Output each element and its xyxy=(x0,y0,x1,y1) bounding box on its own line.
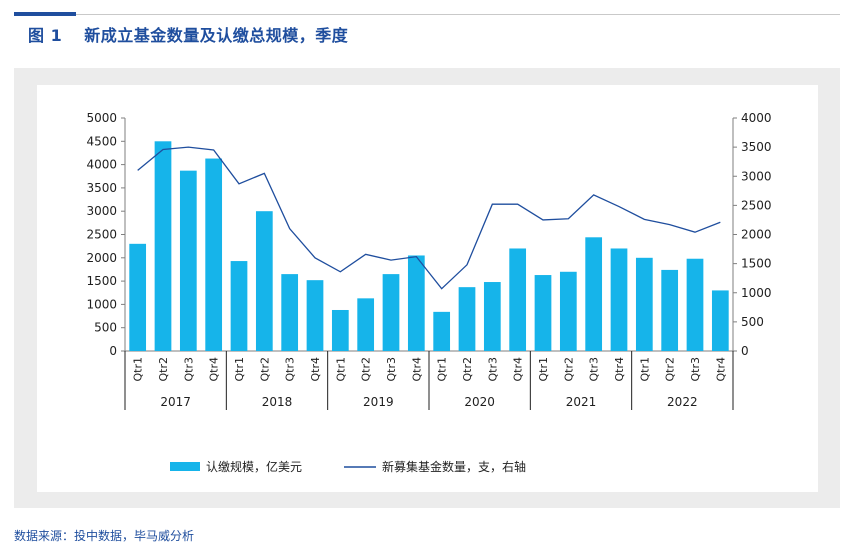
right-axis-tick-label: 1000 xyxy=(741,286,772,300)
bar xyxy=(129,243,147,351)
bar xyxy=(179,170,197,351)
bar-series xyxy=(129,141,729,351)
bar xyxy=(635,257,653,351)
left-axis-tick-label: 0 xyxy=(109,344,117,358)
x-tick-label: Qtr4 xyxy=(208,357,221,382)
data-source-note: 数据来源：投中数据，毕马威分析 xyxy=(14,529,195,543)
left-axis-tick-label: 1000 xyxy=(86,297,117,311)
x-tick-label: Qtr1 xyxy=(436,357,449,382)
fund-count-line xyxy=(137,146,721,290)
x-tick-label: Qtr2 xyxy=(258,357,271,382)
x-tick-label: Qtr1 xyxy=(638,357,651,382)
right-axis-tick-label: 1500 xyxy=(741,257,772,271)
bar xyxy=(509,248,527,351)
bar xyxy=(433,311,451,351)
bar xyxy=(331,309,349,351)
line-series xyxy=(137,146,721,290)
year-label: 2019 xyxy=(363,395,394,409)
x-tick-label: Qtr1 xyxy=(132,357,145,382)
x-tick-label: Qtr2 xyxy=(664,357,677,382)
x-tick-label: Qtr2 xyxy=(360,357,373,382)
bar xyxy=(534,275,552,351)
right-axis-tick-label: 3000 xyxy=(741,169,772,183)
bar xyxy=(585,237,603,351)
x-tick-label: Qtr3 xyxy=(689,357,702,382)
bar xyxy=(357,298,375,351)
right-axis-tick-label: 2000 xyxy=(741,228,772,242)
figure-title: 图 1 新成立基金数量及认缴总规模，季度 xyxy=(22,22,348,46)
bar xyxy=(661,269,679,351)
figure-title-text: 新成立基金数量及认缴总规模，季度 xyxy=(84,26,349,45)
left-axis-tick-label: 500 xyxy=(94,321,117,335)
right-axis-tick-label: 3500 xyxy=(741,140,772,154)
bar xyxy=(154,141,172,351)
x-axis-labels: Qtr1 Qtr2 Qtr3 Qtr4 Qtr1 Qtr2 Qtr3 Qtr4 Qtr1 Qtr2… xyxy=(124,351,734,410)
bar xyxy=(458,287,476,351)
x-tick-label: Qtr1 xyxy=(537,357,550,382)
chart-legend: 认缴规模，亿美元 新募集基金数量，支，右轴 xyxy=(170,459,526,474)
x-tick-label: Qtr1 xyxy=(334,357,347,382)
year-label: 2018 xyxy=(262,395,293,409)
left-axis-tick-label: 3500 xyxy=(86,181,117,195)
bar xyxy=(483,282,501,351)
x-tick-label: Qtr4 xyxy=(309,357,322,382)
x-tick-label: Qtr2 xyxy=(461,357,474,382)
year-label: 2017 xyxy=(160,395,191,409)
legend-bar-swatch xyxy=(170,462,200,471)
right-axis-tick-label: 500 xyxy=(741,315,764,329)
title-rule xyxy=(76,14,840,15)
x-tick-label: Qtr2 xyxy=(157,357,170,382)
chart-axes: 0500100015002000250030003500400045005000… xyxy=(86,111,771,358)
bar xyxy=(610,248,628,351)
x-tick-label: Qtr3 xyxy=(385,357,398,382)
bar xyxy=(255,211,273,351)
x-tick-label: Qtr3 xyxy=(486,357,499,382)
x-tick-label: Qtr3 xyxy=(588,357,601,382)
x-tick-label: Qtr1 xyxy=(233,357,246,382)
left-axis-tick-label: 4500 xyxy=(86,134,117,148)
year-label: 2022 xyxy=(667,395,698,409)
bar xyxy=(559,271,577,351)
left-axis-tick-label: 5000 xyxy=(86,111,117,125)
x-tick-label: Qtr4 xyxy=(714,357,727,382)
bar xyxy=(306,280,324,351)
bar xyxy=(686,258,704,351)
legend-line-label: 新募集基金数量，支，右轴 xyxy=(382,459,526,474)
bar xyxy=(205,158,223,351)
year-label: 2020 xyxy=(464,395,495,409)
left-axis-tick-label: 3000 xyxy=(86,204,117,218)
left-axis-tick-label: 4000 xyxy=(86,158,117,172)
x-tick-label: Qtr4 xyxy=(512,357,525,382)
x-tick-label: Qtr3 xyxy=(182,357,195,382)
right-axis-tick-label: 2500 xyxy=(741,198,772,212)
bar xyxy=(711,290,729,351)
title-accent-bar xyxy=(14,12,76,16)
bar xyxy=(230,261,248,351)
bar xyxy=(281,274,299,351)
bar xyxy=(382,274,400,351)
left-axis-tick-label: 2500 xyxy=(86,228,117,242)
x-tick-label: Qtr2 xyxy=(562,357,575,382)
left-axis-tick-label: 1500 xyxy=(86,274,117,288)
x-tick-label: Qtr4 xyxy=(613,357,626,382)
right-axis-tick-label: 0 xyxy=(741,344,749,358)
figure-label: 图 1 xyxy=(28,26,63,45)
x-tick-label: Qtr3 xyxy=(284,357,297,382)
bar xyxy=(407,255,425,351)
left-axis-tick-label: 2000 xyxy=(86,251,117,265)
legend-bar-label: 认缴规模，亿美元 xyxy=(206,459,302,474)
x-tick-label: Qtr4 xyxy=(410,357,423,382)
year-label: 2021 xyxy=(566,395,597,409)
right-axis-tick-label: 4000 xyxy=(741,111,772,125)
